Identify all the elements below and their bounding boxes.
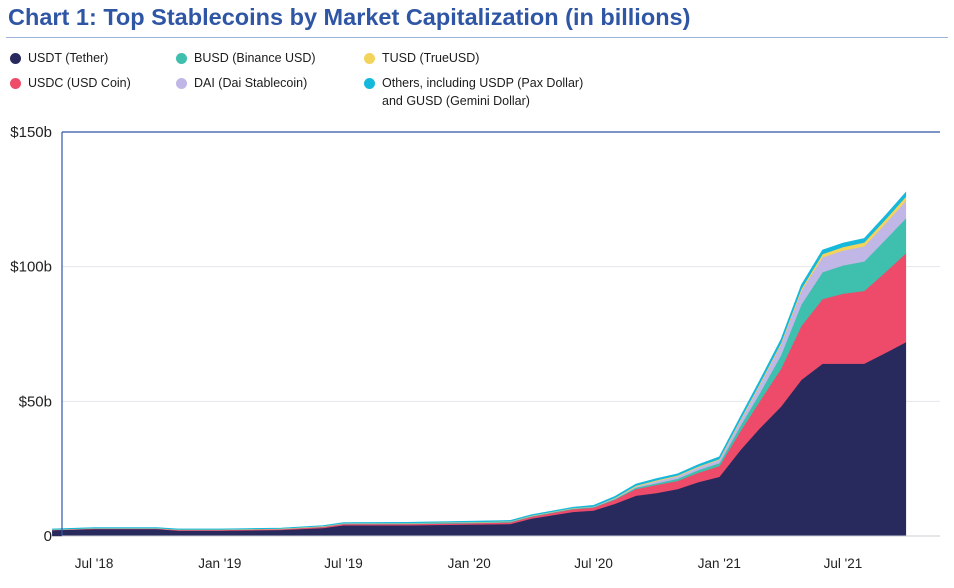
legend-label-dai: DAI (Dai Stablecoin): [194, 76, 308, 90]
title-divider: [6, 37, 948, 38]
legend-swatch-tusd: [364, 53, 375, 64]
y-tick-label-2: $100b: [10, 259, 52, 276]
legend-swatch-busd: [176, 53, 187, 64]
x-tick-label-1: Jan '19: [198, 556, 241, 571]
legend-swatch-usdc: [10, 78, 21, 89]
legend-label-others-line2: and GUSD (Gemini Dollar): [382, 94, 530, 108]
x-axis-labels: Jul '18 Jan '19 Jul '19 Jan '20 Jul '20 Jan '…: [75, 556, 862, 571]
legend-label-usdc: USDC (USD Coin): [28, 76, 131, 90]
x-tick-label-3: Jan '20: [448, 556, 491, 571]
x-tick-label-4: Jul '20: [574, 556, 613, 571]
legend-label-others: Others, including USDP (Pax Dollar): [382, 76, 584, 90]
y-tick-label-3: $150b: [10, 124, 52, 141]
chart-title: Chart 1: Top Stablecoins by Market Capit…: [8, 4, 691, 30]
area-series-others: [52, 191, 907, 530]
y-axis-labels: 0 $50b $100b $150b: [10, 124, 52, 545]
legend-swatch-others: [364, 78, 375, 89]
axes: [61, 131, 940, 537]
y-tick-label-1: $50b: [19, 393, 52, 410]
legend-label-usdt: USDT (Tether): [28, 51, 109, 65]
x-tick-label-6: Jul '21: [824, 556, 863, 571]
legend-swatch-dai: [176, 78, 187, 89]
legend-swatch-usdt: [10, 53, 21, 64]
x-tick-label-2: Jul '19: [324, 556, 363, 571]
legend-label-busd: BUSD (Binance USD): [194, 51, 316, 65]
x-tick-label-0: Jul '18: [75, 556, 114, 571]
legend-label-tusd: TUSD (TrueUSD): [382, 51, 480, 65]
stacked-areas: [52, 191, 907, 537]
x-tick-label-5: Jan '21: [698, 556, 741, 571]
y-tick-label-0: 0: [44, 528, 52, 545]
